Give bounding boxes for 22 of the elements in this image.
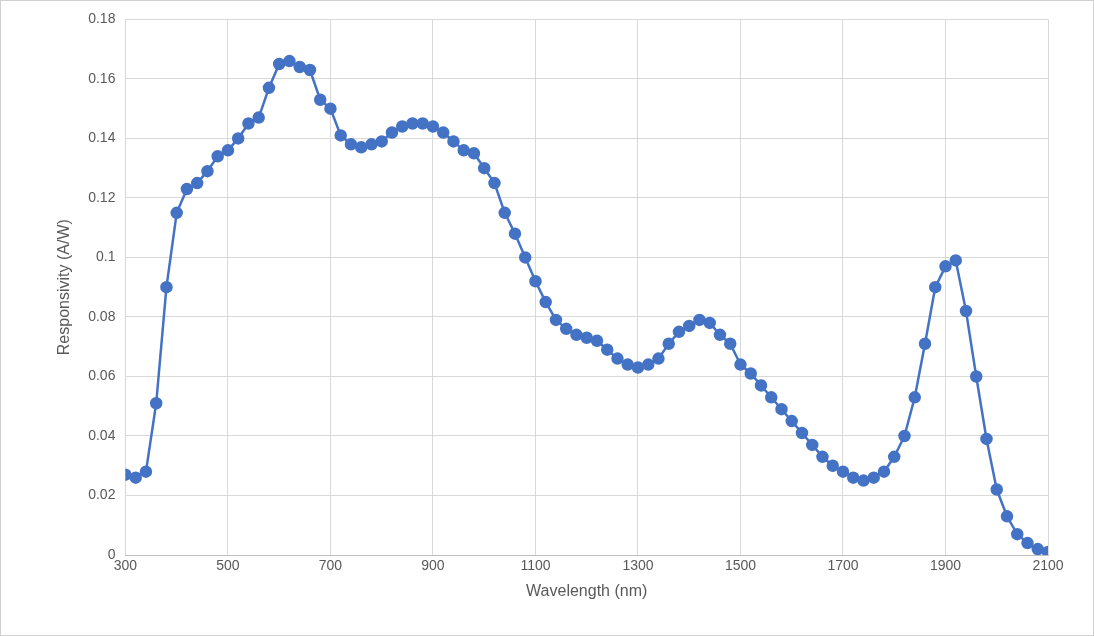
x-tick-label: 1900 bbox=[929, 557, 962, 574]
y-tick-label: 0.12 bbox=[88, 188, 116, 205]
x-tick-label: 1700 bbox=[827, 557, 859, 574]
x-tick-label: 1500 bbox=[724, 557, 757, 574]
y-tick-label: 0.18 bbox=[88, 10, 116, 27]
y-tick-label: 0.14 bbox=[88, 129, 116, 146]
y-tick-label: 0.04 bbox=[88, 426, 116, 443]
y-axis-title: Responsivity (A/W) bbox=[55, 219, 73, 356]
y-tick-label: 0.08 bbox=[88, 307, 116, 324]
y-tick-label: 0.06 bbox=[88, 367, 116, 384]
x-tick-label: 1300 bbox=[622, 557, 654, 574]
x-tick-label: 900 bbox=[421, 557, 445, 574]
x-tick-label: 700 bbox=[318, 557, 343, 574]
y-tick-label: 0.02 bbox=[88, 486, 116, 503]
x-tick-label: 500 bbox=[216, 557, 240, 574]
x-tick-label: 1100 bbox=[520, 557, 551, 574]
y-tick-label: 0 bbox=[107, 545, 116, 562]
x-tick-label: 300 bbox=[113, 557, 138, 574]
x-axis-title: Wavelength (nm) bbox=[526, 581, 648, 599]
x-tick-label: 2100 bbox=[1032, 557, 1064, 574]
y-tick-label: 0.16 bbox=[88, 69, 116, 86]
y-tick-label: 0.1 bbox=[95, 248, 116, 265]
